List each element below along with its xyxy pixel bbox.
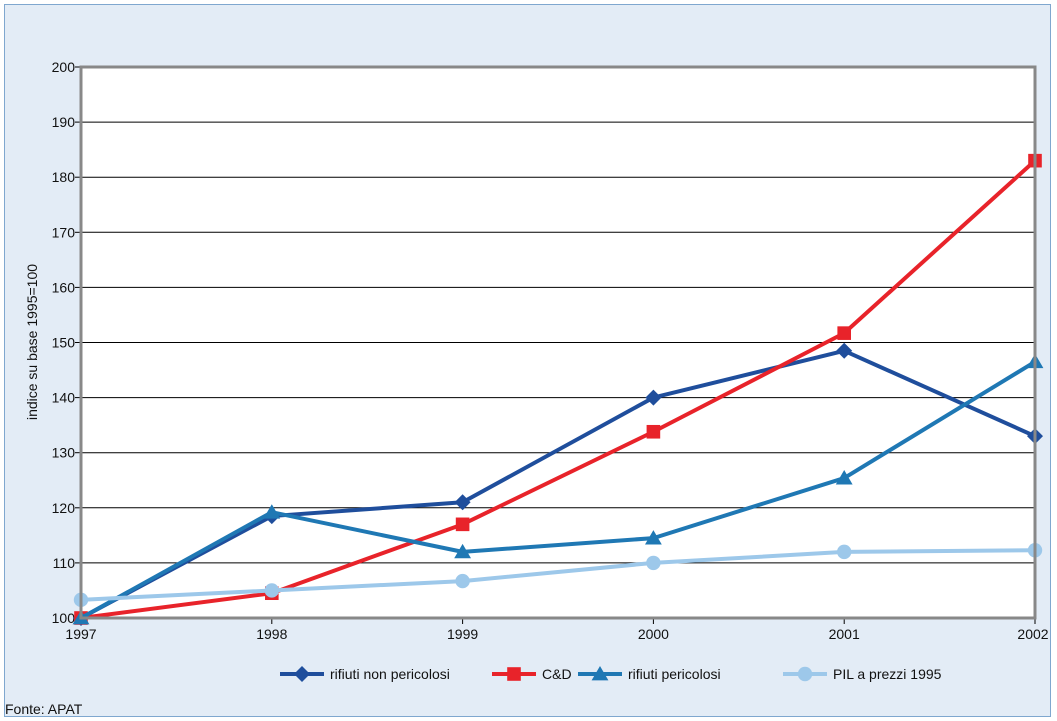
legend-label: rifiuti non pericolosi [330, 666, 450, 682]
legend-item: C&D [492, 666, 572, 682]
y-tick-label: 140 [52, 390, 76, 406]
series-line [80, 548, 1036, 602]
y-tick-label: 100 [52, 610, 76, 626]
square-marker [837, 326, 851, 340]
x-tick-label: 2002 [1017, 626, 1048, 642]
x-tick-label: 1997 [65, 626, 96, 642]
legend-item: PIL a prezzi 1995 [783, 666, 942, 682]
x-tick-label: 1998 [256, 626, 287, 642]
y-tick-label: 120 [52, 500, 76, 516]
square-marker [646, 424, 661, 439]
y-tick-label: 130 [52, 445, 76, 461]
x-tick-label: 2000 [638, 626, 669, 642]
y-tick-label: 190 [52, 114, 76, 130]
legend-label: rifiuti pericolosi [628, 666, 721, 682]
x-tick-label: 2001 [829, 626, 860, 642]
triangle-marker [263, 504, 281, 519]
circle-marker [837, 544, 852, 560]
diamond-marker [645, 389, 662, 406]
y-tick-label: 110 [53, 555, 76, 571]
circle-marker [264, 583, 279, 598]
square-marker [455, 517, 470, 532]
legend-label: C&D [542, 666, 572, 682]
diamond-marker [294, 666, 310, 682]
series-line [80, 159, 1037, 620]
triangle-marker [454, 543, 471, 559]
legend-item: rifiuti pericolosi [578, 666, 721, 682]
legend-label: PIL a prezzi 1995 [833, 666, 942, 682]
square-marker [507, 667, 521, 681]
source-note: Fonte: APAT [5, 701, 83, 717]
circle-marker [646, 555, 661, 571]
y-tick-label: 180 [52, 169, 76, 185]
y-tick-label: 150 [52, 335, 76, 351]
x-tick-label: 1999 [447, 626, 478, 642]
legend-item: rifiuti non pericolosi [280, 666, 450, 682]
triangle-marker [835, 470, 853, 485]
series-group [72, 153, 1044, 626]
diamond-marker [836, 342, 853, 359]
y-tick-label: 170 [52, 224, 76, 240]
chart-frame: 100 110 120 130 140 150 160 170 180 190 200 1997 19… [4, 4, 1051, 717]
y-tick-label: 200 [52, 59, 76, 75]
series-rifiuti-pericolosi [72, 353, 1044, 625]
triangle-marker [645, 530, 662, 545]
circle-marker [455, 573, 470, 589]
y-axis-title: indice su base 1995=100 [24, 264, 40, 420]
plot-border [79, 65, 1037, 620]
circle-marker [797, 666, 813, 682]
triangle-marker [591, 666, 609, 681]
series-line [80, 360, 1037, 620]
x-axis-ticks: 1997 1998 1999 2000 2001 2002 [65, 618, 1049, 642]
y-axis-ticks: 100 110 120 130 140 150 160 170 180 190 200 [52, 59, 81, 626]
diamond-marker [454, 494, 471, 511]
series-line [80, 348, 1036, 620]
y-tick-label: 160 [52, 279, 76, 295]
legend: rifiuti non pericolosi C&D rifiuti pericol… [280, 666, 942, 682]
